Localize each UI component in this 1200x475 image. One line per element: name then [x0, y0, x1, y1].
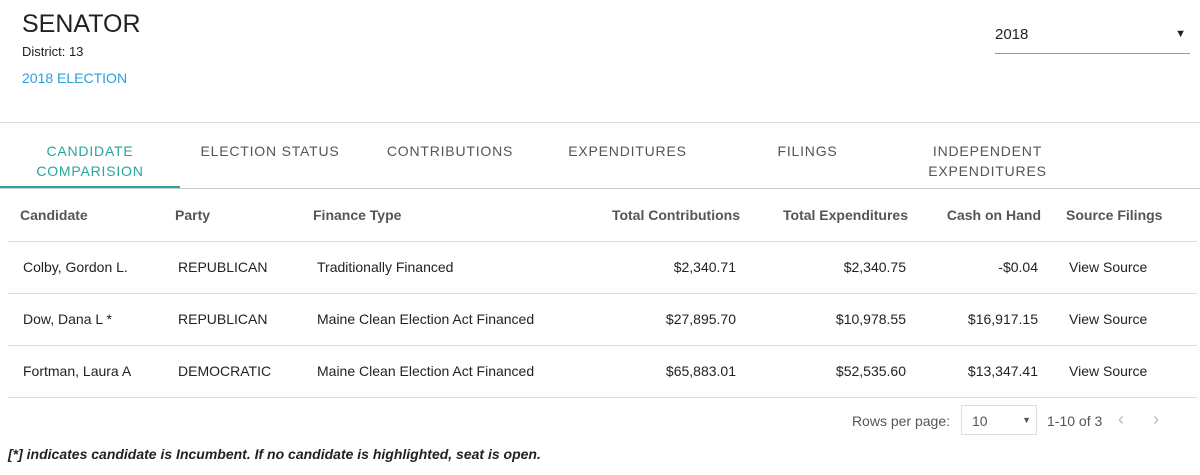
rows-per-page-select[interactable]: 10 ▼	[961, 405, 1037, 435]
column-header: Total Expenditures	[783, 207, 908, 223]
tab-label: CONTRIBUTIONS	[386, 143, 514, 159]
divider	[0, 122, 1200, 123]
district: District: 13	[22, 44, 84, 59]
tab-label: EXPENDITURES	[568, 143, 687, 159]
year-select[interactable]: 2018 ▼	[995, 26, 1190, 54]
incumbent-note: [*] indicates candidate is Incumbent. If…	[8, 446, 541, 462]
tab[interactable]: ELECTION STATUS	[180, 141, 360, 161]
tab-label: FILINGS	[777, 143, 838, 159]
cash-on-hand: $13,347.41	[967, 363, 1038, 379]
column-header: Candidate	[20, 207, 88, 223]
dropdown-arrow: ▼	[1175, 28, 1186, 40]
tab[interactable]: INDEPENDENT EXPENDITURES	[900, 141, 1075, 181]
party: REPUBLICAN	[178, 259, 268, 275]
cash-on-hand: $16,917.15	[967, 311, 1038, 327]
row-divider	[8, 397, 1197, 398]
row-divider	[8, 293, 1197, 294]
tab-label: INDEPENDENT EXPENDITURES	[928, 143, 1047, 179]
total-expenditures: $52,535.60	[835, 363, 906, 379]
party: REPUBLICAN	[178, 311, 268, 327]
column-header: Total Contributions	[611, 207, 740, 223]
tab-label: ELECTION STATUS	[200, 143, 340, 159]
cash-on-hand: -$0.04	[998, 259, 1038, 275]
total-contributions: $27,895.70	[665, 311, 736, 327]
view-source-link[interactable]: View Source	[1069, 259, 1148, 275]
year-value: 2018	[995, 26, 1029, 43]
finance-type: Maine Clean Election Act Financed	[317, 311, 535, 327]
dropdown-arrow: ▼	[1022, 415, 1031, 425]
finance-type: Maine Clean Election Act Financed	[317, 363, 535, 379]
title: SENATOR	[22, 10, 141, 38]
page-range: 1-10 of 3	[1047, 413, 1103, 429]
view-source-link[interactable]: View Source	[1069, 311, 1148, 327]
tab[interactable]: FILINGS	[720, 141, 895, 161]
row-divider	[8, 241, 1197, 242]
candidate-link[interactable]: Fortman, Laura A	[23, 363, 132, 379]
view-source-link[interactable]: View Source	[1069, 363, 1148, 379]
total-contributions: $2,340.71	[673, 259, 736, 275]
rows-per-page-label: Rows per page:	[851, 413, 950, 429]
candidate-link[interactable]: Colby, Gordon L.	[23, 259, 128, 275]
tab-label: CANDIDATE COMPARISION	[36, 143, 144, 179]
column-header: Finance Type	[313, 207, 402, 223]
tab-divider	[0, 188, 1200, 189]
active-tab-indicator	[0, 186, 180, 188]
row-divider	[8, 345, 1197, 346]
election-link[interactable]: 2018 ELECTION	[22, 70, 128, 86]
total-expenditures: $2,340.75	[843, 259, 906, 275]
column-header: Source Filings	[1066, 207, 1163, 223]
finance-type: Traditionally Financed	[317, 259, 454, 275]
column-header: Cash on Hand	[946, 207, 1041, 223]
rows-per-page-value: 10	[972, 413, 988, 429]
column-header: Party	[175, 207, 211, 223]
next-page[interactable]: ›	[1153, 409, 1159, 429]
prev-page[interactable]: ‹	[1118, 409, 1124, 429]
candidate-link[interactable]: Dow, Dana L *	[23, 311, 112, 327]
tab[interactable]: CONTRIBUTIONS	[360, 141, 540, 161]
tab[interactable]: EXPENDITURES	[540, 141, 715, 161]
tab[interactable]: CANDIDATE COMPARISION	[0, 141, 180, 181]
party: DEMOCRATIC	[178, 363, 272, 379]
total-expenditures: $10,978.55	[835, 311, 906, 327]
total-contributions: $65,883.01	[665, 363, 736, 379]
